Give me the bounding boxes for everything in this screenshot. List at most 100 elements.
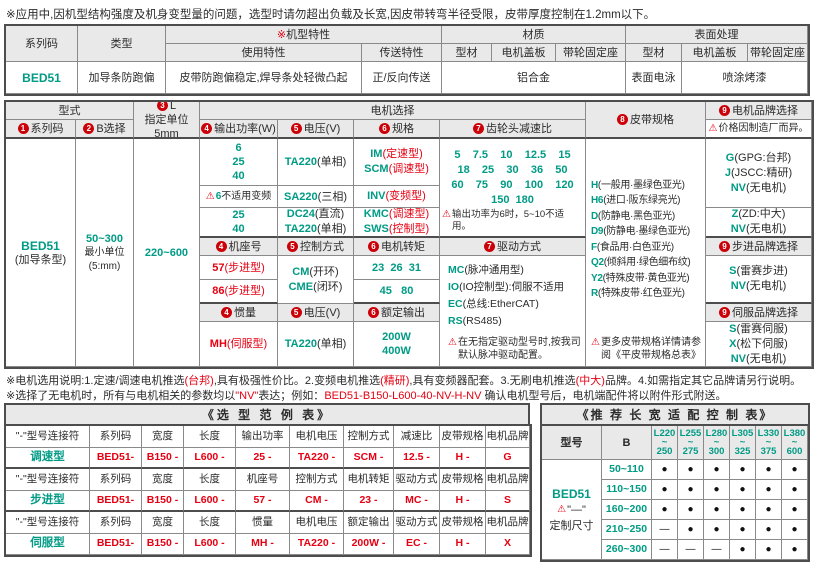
power-a-cell: 6 25 40: [200, 139, 278, 186]
overview-header-type: 类型: [78, 26, 166, 62]
list-item: L600 -: [184, 533, 236, 555]
num-5-icon: 5: [290, 123, 302, 134]
list-item: 宽度: [142, 469, 184, 491]
list-item: B150 -: [142, 533, 184, 555]
list-item: ●: [756, 500, 782, 520]
list-item: H -: [440, 447, 486, 469]
num-6-icon: 6: [368, 241, 379, 252]
list-item: BED51-: [90, 447, 142, 469]
note1-seg: ,具有变频器配套。3.无刷电机推选: [409, 375, 576, 387]
list-item: G(GPG:台邦): [725, 151, 792, 164]
list-item: —: [678, 540, 704, 560]
inertia-header-label: 惯量: [234, 306, 256, 319]
warning-icon: ⚠: [448, 337, 457, 348]
list-item: 皮带规格: [440, 426, 486, 448]
overview-series-value: BED51: [6, 62, 78, 94]
list-item: D9(防静电·墨绿色亚光): [591, 226, 690, 237]
overview-header-material: 材质: [442, 26, 626, 44]
main-header-power: 4 输出功率(W): [200, 120, 278, 139]
torque-header-label: 电机转矩: [381, 240, 425, 253]
list-item: RS(RS485): [448, 315, 502, 327]
list-item: 电机电压: [290, 512, 344, 534]
overview-header-surface: 表面处理: [626, 26, 808, 44]
overview-header-series: 系列码: [6, 26, 78, 62]
b-range: 50~300: [85, 232, 123, 245]
motor-note-2: ※选择了无电机时，所有与电机相关的参数均以"NV"表达；例如：BED51-B15…: [6, 387, 727, 403]
note1-red: (中大): [575, 375, 605, 387]
list-item: 150 180: [491, 194, 534, 206]
list-item: TA220(单相): [284, 223, 347, 235]
list-item: 皮带规格: [440, 469, 486, 491]
num-7-icon: 7: [473, 123, 484, 134]
list-item: L380 ~ 600: [782, 426, 808, 460]
main-header-b: 2 B选择: [76, 120, 134, 139]
num-4-icon: 4: [221, 307, 232, 318]
frame-57-cell: 57 (步进型): [200, 256, 278, 280]
list-item: SCM(调速型): [364, 163, 429, 175]
list-item: ●: [704, 480, 730, 500]
example-table: "-"型号连接符 系列码 宽度 长度 输出功率 电机电压 控制方式 减速比 皮带规格 电机品牌 调…: [4, 424, 532, 557]
list-item: "-"型号连接符: [6, 469, 90, 491]
step-brand-label: 步进品牌选择: [732, 240, 798, 253]
drive-header: 7 驱动方式: [440, 238, 586, 256]
list-item: ●: [652, 500, 678, 520]
volt-b-cell: SA220 (三相): [278, 186, 354, 208]
torque-86-cell: 45 80: [354, 280, 440, 304]
volt-a-cell: TA220 (单相): [278, 139, 354, 186]
list-item: 长度: [184, 426, 236, 448]
list-item: ●: [782, 480, 808, 500]
num-7-icon: 7: [484, 241, 495, 252]
note2-seg: 确认电机型号后，电机端配件将以附件形式附送。: [481, 390, 727, 402]
ctrl-cell: CM(开环) CME(闭环): [278, 256, 354, 304]
list-item: ●: [652, 480, 678, 500]
L-label: L: [169, 102, 177, 112]
list-item: L255 ~ 275: [678, 426, 704, 460]
note2-seg: ※选择了无电机时，所有与电机相关的参数均以: [6, 390, 236, 402]
main-header-belt: 8 皮带规格: [586, 102, 706, 139]
list-item: 电机品牌: [486, 469, 530, 491]
num-9-icon: 9: [719, 307, 730, 318]
volt2-header: 5 电压(V): [278, 304, 354, 322]
rated-header: 6 额定输出: [354, 304, 440, 322]
step-brand-cell: S(雷赛步进) NV(无电机): [706, 256, 812, 304]
frame-header-label: 机座号: [228, 240, 262, 253]
overview-header-profile: 型材: [442, 44, 492, 62]
mh-cell: MH (伺服型): [200, 322, 278, 367]
list-item: L220 ~ 250: [652, 426, 678, 460]
drive-note-text: 在无指定驱动型号时,按我司默认脉冲驱动配置。: [457, 337, 581, 361]
num-5-icon: 5: [287, 241, 298, 252]
list-item: IM(定速型): [370, 148, 423, 160]
list-item: CME(闭环): [288, 280, 343, 293]
frame-57-desc: (步进型): [224, 261, 265, 274]
list-item: ●: [678, 500, 704, 520]
list-item: 5 7.5 10 12.5 15: [454, 149, 571, 161]
num-5-icon: 5: [290, 307, 302, 318]
list-item: S(雷赛步进): [729, 265, 788, 277]
list-item: —: [652, 520, 678, 540]
volt-a-desc: (单相): [316, 156, 347, 168]
note2-seg: 表达；例如：: [258, 390, 325, 402]
brand-header-label: 电机品牌选择: [732, 104, 798, 117]
list-item: H6(进口·阪东绿亮光): [591, 195, 681, 206]
overview-table: 系列码 类型 ※ 机型特性 材质 表面处理 使用特性 传送特性 型材 电机盖板 带…: [4, 24, 810, 96]
spec-c-cell: KMC(调速型) SWS(控制型): [354, 208, 440, 238]
list-item: 25 -: [236, 447, 290, 469]
list-item: 机座号: [236, 469, 290, 491]
recommend-l-headers: L220 ~ 250 L255 ~ 275 L280 ~ 300 L305 ~ 325…: [652, 426, 808, 460]
frame-86-cell: 86 (步进型): [200, 280, 278, 304]
power-c-cell: 25 40: [200, 208, 278, 238]
list-item: 长度: [184, 512, 236, 534]
list-item: 步进型: [6, 490, 90, 512]
list-item: IO(IO控制型):伺服不适用: [448, 281, 565, 293]
list-item: 伺服型: [6, 533, 90, 555]
volt2-header-label: 电压(V): [303, 306, 341, 319]
list-item: ●: [756, 460, 782, 480]
list-item: MH -: [236, 533, 290, 555]
main-header-spec: 6 规格: [354, 120, 440, 139]
motor-note-1: ※电机选用说明:1.定速/调速电机推选(台邦),具有极强性价比。2.变频电机推选…: [6, 372, 801, 388]
brand-price-note-text: 价格因制造厂而异。: [718, 122, 809, 134]
brand-ac-cell: G(GPG:台邦) J(JSCC:精研) NV(无电机): [706, 139, 812, 208]
list-item: —: [652, 540, 678, 560]
belt-note-text: 更多皮带规格详情请参阅《平皮带规格总表》: [600, 337, 701, 361]
